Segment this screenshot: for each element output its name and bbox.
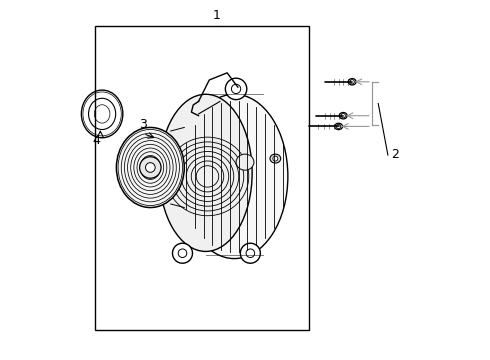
Text: 3: 3 [139, 118, 147, 131]
Circle shape [350, 80, 354, 84]
Ellipse shape [335, 123, 343, 130]
Ellipse shape [236, 154, 254, 170]
Circle shape [146, 163, 155, 172]
Ellipse shape [117, 127, 184, 208]
Circle shape [172, 243, 193, 263]
Ellipse shape [181, 94, 288, 258]
Ellipse shape [339, 112, 347, 119]
Ellipse shape [270, 154, 281, 163]
Ellipse shape [348, 78, 356, 85]
Circle shape [341, 113, 345, 118]
Circle shape [273, 156, 278, 161]
Circle shape [225, 78, 247, 100]
Circle shape [337, 124, 341, 129]
Circle shape [140, 157, 161, 178]
Circle shape [178, 249, 187, 257]
Text: 1: 1 [213, 9, 220, 22]
Bar [95, 26, 309, 330]
Circle shape [246, 249, 255, 257]
Circle shape [231, 84, 241, 94]
Circle shape [241, 243, 260, 263]
Text: 4: 4 [93, 134, 100, 147]
Text: 2: 2 [391, 148, 399, 162]
Ellipse shape [159, 94, 252, 251]
